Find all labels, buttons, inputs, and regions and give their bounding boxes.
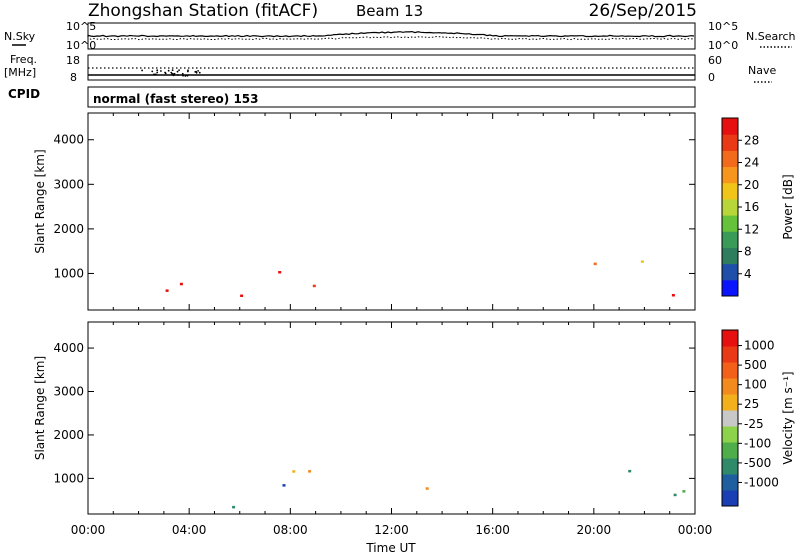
- velocity-y-tick-label: 4000: [53, 341, 84, 355]
- velocity-colorbar-tick: 1000: [744, 339, 775, 353]
- power-colorbar-label: Power [dB]: [781, 174, 795, 239]
- power-colorbar-tick: 4: [744, 267, 752, 281]
- power-y-tick-label: 1000: [53, 266, 84, 280]
- power-colorbar-tick: 8: [744, 245, 752, 259]
- velocity-colorbar-tick: 500: [744, 358, 767, 372]
- x-tick-label: 16:00: [475, 523, 510, 537]
- power-colorbar-tick: 28: [744, 133, 759, 147]
- power-y-axis-label: Slant Range [km]: [33, 149, 47, 253]
- x-tick-label: 00:00: [71, 523, 106, 537]
- velocity-y-tick-label: 3000: [53, 385, 84, 399]
- power-y-tick-label: 4000: [53, 133, 84, 147]
- nsky-tick-top: 10^5: [66, 20, 96, 33]
- power-colorbar-tick: 20: [744, 178, 759, 192]
- x-axis-title: Time UT: [365, 541, 416, 554]
- nsearch-tick-bottom: 10^0: [708, 39, 738, 52]
- power-cells: [165, 260, 675, 297]
- x-tick-label: 04:00: [172, 523, 207, 537]
- x-tick-label: 20:00: [577, 523, 612, 537]
- power-colorbar: 4 8 12 16 20 24 28 Power [dB]: [721, 117, 795, 297]
- nsearch-tick-top: 10^5: [708, 20, 738, 33]
- freq-unit: [MHz]: [4, 66, 36, 79]
- cpid-label: CPID: [8, 87, 40, 101]
- cpid-text: normal (fast stereo) 153: [93, 92, 259, 106]
- power-y-tick-label: 2000: [53, 222, 84, 236]
- velocity-colorbar-tick: -100: [744, 436, 771, 450]
- velocity-colorbar-tick: 25: [744, 397, 759, 411]
- freq-label: Freq.: [10, 53, 37, 66]
- cpid-panel: [87, 86, 696, 108]
- freq-tick-top: 18: [66, 54, 80, 67]
- station-title: Zhongshan Station (fitACF): [88, 1, 318, 21]
- nave-tick-bottom: 0: [708, 71, 715, 84]
- x-tick-label: 08:00: [273, 523, 308, 537]
- velocity-colorbar-tick: -1000: [744, 475, 779, 489]
- velocity-colorbar-label: Velocity [m s⁻¹]: [781, 371, 795, 464]
- velocity-panel: 1000 2000 3000 4000 00:00 04:00 08:00 12:00 16:0…: [33, 321, 795, 537]
- velocity-colorbar-tick: -500: [744, 456, 771, 470]
- velocity-y-tick-label: 1000: [53, 471, 84, 485]
- power-colorbar-tick: 24: [744, 156, 759, 170]
- power-colorbar-tick: 12: [744, 222, 759, 236]
- nave-tick-top: 60: [708, 54, 722, 67]
- power-panel: 1000 2000 3000 4000 Slant Range [km] 4 8 12 16 20…: [33, 112, 795, 311]
- velocity-colorbar-tick: 100: [744, 378, 767, 392]
- velocity-y-tick-label: 2000: [53, 428, 84, 442]
- x-tick-label: 12:00: [374, 523, 409, 537]
- beam-label: Beam 13: [356, 2, 423, 20]
- freq-tick-bottom: 8: [70, 71, 77, 84]
- nsky-tick-bottom: 10^0: [66, 39, 96, 52]
- nsky-label: N.Sky: [4, 30, 36, 43]
- power-colorbar-tick: 16: [744, 200, 759, 214]
- nsearch-label: N.Search: [746, 30, 796, 43]
- velocity-y-axis-label: Slant Range [km]: [33, 356, 47, 460]
- velocity-cells: [232, 469, 686, 509]
- power-y-tick-label: 3000: [53, 177, 84, 191]
- date-label: 26/Sep/2015: [589, 1, 697, 21]
- x-tick-label: 00:00: [678, 523, 713, 537]
- velocity-colorbar-tick: -25: [744, 417, 764, 431]
- status-traces: [87, 30, 695, 77]
- freq-panel: [87, 54, 696, 81]
- nave-label: Nave: [748, 64, 776, 77]
